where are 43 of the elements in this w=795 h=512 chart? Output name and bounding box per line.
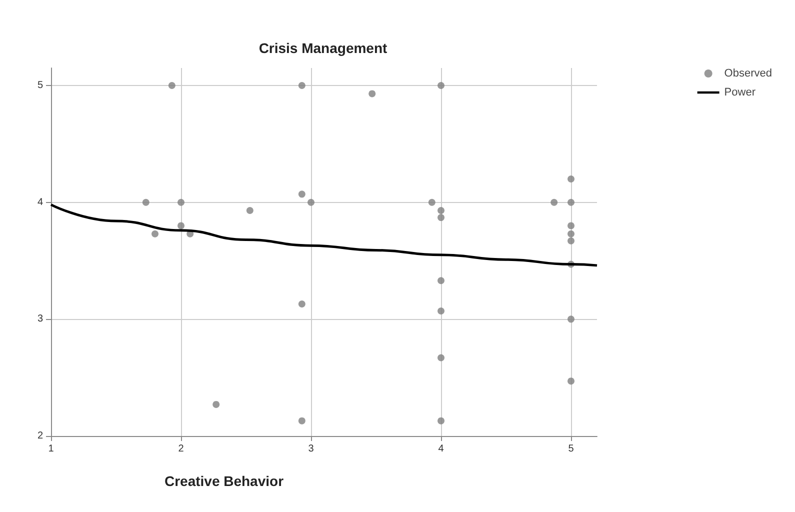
point xyxy=(308,198,314,206)
line-series xyxy=(50,203,598,267)
chart-title: Crisis Management xyxy=(258,40,388,56)
point xyxy=(438,277,444,284)
legend-label: Power xyxy=(724,86,756,98)
point xyxy=(142,198,150,206)
y-tick-label: 2 xyxy=(37,430,44,442)
y-tick-label: 3 xyxy=(37,314,44,325)
point xyxy=(178,222,184,230)
x-tick-label: 1 xyxy=(48,444,54,454)
x-axis-title: Creative Behavior xyxy=(164,473,284,489)
point xyxy=(438,214,444,222)
point xyxy=(428,198,436,206)
point xyxy=(212,400,220,408)
point xyxy=(568,316,574,323)
point xyxy=(568,222,574,230)
point xyxy=(438,308,444,314)
point xyxy=(568,198,574,206)
point xyxy=(368,90,376,98)
y-tick-label: 5 xyxy=(37,80,44,92)
point xyxy=(568,378,574,385)
point xyxy=(168,82,176,90)
point xyxy=(152,230,158,238)
point xyxy=(438,417,444,424)
point xyxy=(568,237,574,244)
point xyxy=(438,354,444,362)
point xyxy=(438,207,444,214)
x-tick-label: 2 xyxy=(178,444,184,454)
point xyxy=(550,198,558,206)
point xyxy=(246,207,254,214)
point xyxy=(568,230,574,238)
x-tick-label: 4 xyxy=(438,444,444,454)
point xyxy=(178,198,184,206)
point xyxy=(298,82,306,90)
x-tick-label: 5 xyxy=(568,444,574,454)
point xyxy=(568,175,574,182)
y-tick-label: 4 xyxy=(37,196,44,208)
point xyxy=(438,82,444,90)
point xyxy=(298,417,306,424)
point xyxy=(298,300,306,308)
x-tick-label: 3 xyxy=(308,444,314,454)
point xyxy=(298,190,306,198)
legend-label: Observed xyxy=(724,68,772,80)
